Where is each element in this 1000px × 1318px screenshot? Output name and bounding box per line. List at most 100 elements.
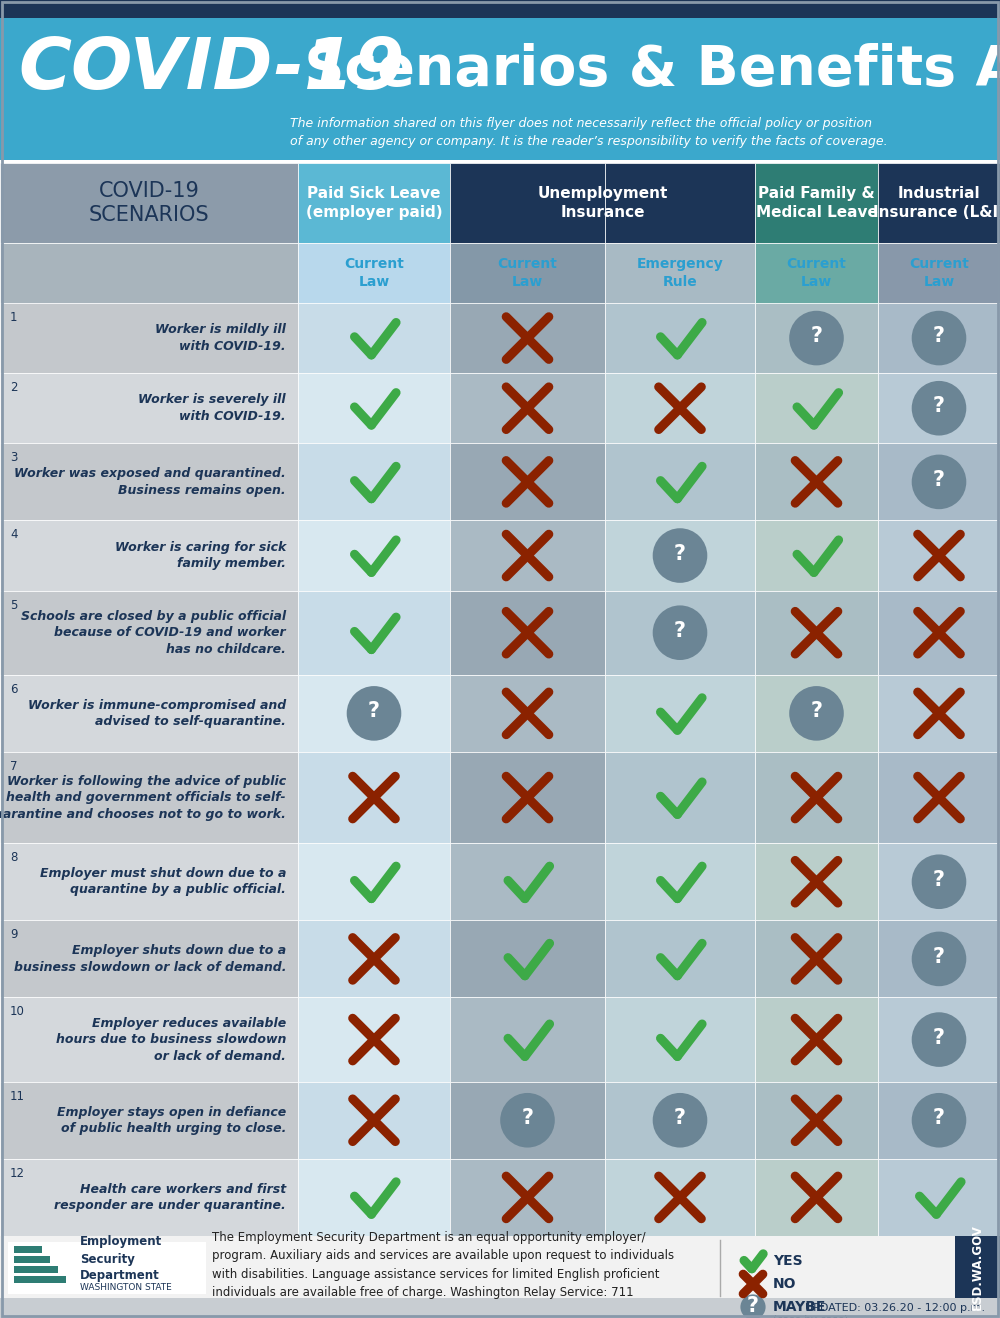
Text: UPDATED: 03.26.20 - 12:00 p.m.: UPDATED: 03.26.20 - 12:00 p.m. [805, 1304, 985, 1313]
FancyBboxPatch shape [878, 521, 1000, 590]
FancyBboxPatch shape [0, 1082, 298, 1159]
FancyBboxPatch shape [450, 920, 605, 998]
FancyBboxPatch shape [878, 844, 1000, 920]
FancyBboxPatch shape [450, 1159, 605, 1236]
Circle shape [653, 529, 707, 583]
Text: ?: ? [747, 1296, 759, 1317]
Text: COVID-19: COVID-19 [18, 36, 404, 104]
FancyBboxPatch shape [0, 373, 298, 443]
FancyBboxPatch shape [298, 163, 450, 243]
FancyBboxPatch shape [878, 443, 1000, 521]
FancyBboxPatch shape [878, 675, 1000, 753]
FancyBboxPatch shape [605, 1082, 755, 1159]
FancyBboxPatch shape [0, 920, 298, 998]
Text: YES: YES [773, 1253, 803, 1268]
Text: ?: ? [933, 326, 945, 347]
FancyBboxPatch shape [0, 0, 1000, 18]
FancyBboxPatch shape [878, 1082, 1000, 1159]
Text: ?: ? [674, 621, 686, 641]
FancyBboxPatch shape [755, 590, 878, 675]
FancyBboxPatch shape [878, 920, 1000, 998]
FancyBboxPatch shape [0, 18, 1000, 159]
Circle shape [653, 605, 707, 660]
Text: Worker is immune-compromised and
advised to self-quarantine.: Worker is immune-compromised and advised… [28, 699, 286, 728]
FancyBboxPatch shape [605, 1159, 755, 1236]
Text: Employer shuts down due to a
business slowdown or lack of demand.: Employer shuts down due to a business sl… [14, 944, 286, 974]
Text: ?: ? [933, 870, 945, 890]
Text: Worker was exposed and quarantined.
Business remains open.: Worker was exposed and quarantined. Busi… [14, 467, 286, 497]
FancyBboxPatch shape [0, 844, 298, 920]
FancyBboxPatch shape [298, 590, 450, 675]
Text: Worker is following the advice of public
health and government officials to self: Worker is following the advice of public… [0, 775, 286, 821]
FancyBboxPatch shape [14, 1246, 42, 1253]
Text: ?: ? [933, 397, 945, 416]
FancyBboxPatch shape [0, 521, 298, 590]
FancyBboxPatch shape [298, 521, 450, 590]
Text: (case by case): (case by case) [773, 1315, 848, 1318]
FancyBboxPatch shape [878, 303, 1000, 373]
FancyBboxPatch shape [298, 844, 450, 920]
Text: Worker is mildly ill
with COVID-19.: Worker is mildly ill with COVID-19. [155, 323, 286, 353]
Text: WASHINGTON STATE: WASHINGTON STATE [80, 1282, 172, 1292]
Text: 1: 1 [10, 311, 18, 324]
FancyBboxPatch shape [450, 844, 605, 920]
FancyBboxPatch shape [878, 373, 1000, 443]
FancyBboxPatch shape [605, 920, 755, 998]
Circle shape [789, 687, 844, 741]
Text: 4: 4 [10, 529, 18, 542]
Text: ?: ? [933, 471, 945, 490]
FancyBboxPatch shape [0, 998, 298, 1082]
FancyBboxPatch shape [298, 243, 450, 303]
FancyBboxPatch shape [605, 443, 755, 521]
Text: 12: 12 [10, 1166, 25, 1180]
FancyBboxPatch shape [605, 163, 755, 243]
Text: 6: 6 [10, 683, 18, 696]
FancyBboxPatch shape [450, 753, 605, 844]
Text: 10: 10 [10, 1006, 25, 1019]
Circle shape [347, 687, 401, 741]
FancyBboxPatch shape [0, 1236, 1000, 1318]
FancyBboxPatch shape [0, 303, 298, 373]
FancyBboxPatch shape [450, 1082, 605, 1159]
FancyBboxPatch shape [298, 303, 450, 373]
Text: 7: 7 [10, 760, 18, 772]
Text: Industrial
Insurance (L&I): Industrial Insurance (L&I) [873, 186, 1000, 220]
FancyBboxPatch shape [755, 443, 878, 521]
Text: NO: NO [773, 1277, 796, 1292]
FancyBboxPatch shape [605, 243, 755, 303]
FancyBboxPatch shape [755, 675, 878, 753]
FancyBboxPatch shape [0, 1298, 1000, 1318]
Text: ?: ? [810, 326, 822, 347]
Circle shape [912, 381, 966, 435]
FancyBboxPatch shape [878, 998, 1000, 1082]
FancyBboxPatch shape [298, 443, 450, 521]
FancyBboxPatch shape [755, 753, 878, 844]
FancyBboxPatch shape [298, 373, 450, 443]
FancyBboxPatch shape [0, 590, 298, 675]
FancyBboxPatch shape [450, 303, 605, 373]
Circle shape [912, 311, 966, 365]
Text: Current
Law: Current Law [344, 257, 404, 289]
FancyBboxPatch shape [955, 1236, 1000, 1298]
Text: Employer reduces available
hours due to business slowdown
or lack of demand.: Employer reduces available hours due to … [56, 1016, 286, 1062]
Text: ?: ? [933, 1028, 945, 1048]
Text: ?: ? [933, 948, 945, 967]
FancyBboxPatch shape [605, 590, 755, 675]
FancyBboxPatch shape [878, 590, 1000, 675]
FancyBboxPatch shape [298, 998, 450, 1082]
Circle shape [912, 455, 966, 509]
Text: ?: ? [368, 701, 380, 721]
Text: The information shared on this flyer does not necessarily reflect the official p: The information shared on this flyer doe… [290, 117, 888, 149]
Text: Unemployment
Insurance: Unemployment Insurance [537, 186, 668, 220]
FancyBboxPatch shape [450, 675, 605, 753]
Circle shape [653, 1093, 707, 1148]
Text: Paid Sick Leave
(employer paid): Paid Sick Leave (employer paid) [306, 186, 442, 220]
Text: 2: 2 [10, 381, 18, 394]
FancyBboxPatch shape [755, 1159, 878, 1236]
FancyBboxPatch shape [755, 920, 878, 998]
Text: ?: ? [933, 1108, 945, 1128]
FancyBboxPatch shape [605, 753, 755, 844]
Text: The Employment Security Department is an equal opportunity employer/
program. Au: The Employment Security Department is an… [212, 1231, 674, 1300]
FancyBboxPatch shape [0, 163, 298, 243]
Text: ?: ? [810, 701, 822, 721]
